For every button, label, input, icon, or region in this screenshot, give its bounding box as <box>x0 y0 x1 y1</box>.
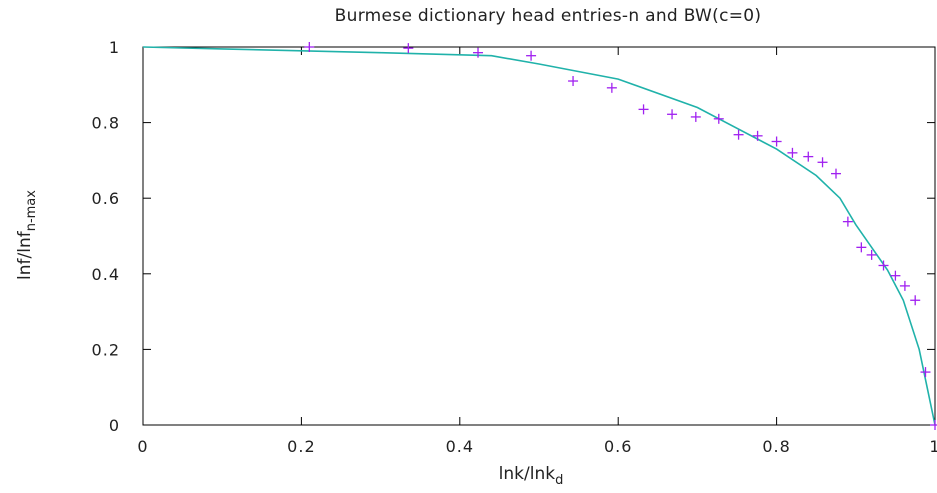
data-point <box>690 111 701 122</box>
x-tick-label: 0.4 <box>446 437 474 456</box>
x-axis-label-subscript: d <box>555 473 563 488</box>
data-point <box>866 249 877 260</box>
data-point <box>787 147 798 158</box>
x-tick-label: 1 <box>929 437 937 456</box>
data-point <box>606 82 617 93</box>
y-tick-label: 1 <box>109 38 120 57</box>
y-tick-label: 0.8 <box>92 114 120 133</box>
data-point <box>473 47 484 58</box>
y-axis-label-subscript: n-max <box>24 190 39 232</box>
y-tick-label: 0.6 <box>92 189 120 208</box>
data-point <box>638 104 649 115</box>
data-point <box>890 270 901 281</box>
data-point <box>667 109 678 120</box>
x-axis-label-main: lnk/lnk <box>499 464 556 484</box>
x-axis-ticks: 0 0.2 0.4 0.6 0.8 1 <box>137 47 937 456</box>
x-tick-label: 0.2 <box>287 437 315 456</box>
x-axis-label: lnk/lnkd <box>499 464 564 488</box>
data-point <box>713 113 724 124</box>
fit-curve-line <box>142 46 936 426</box>
plot-area <box>142 46 936 426</box>
data-point <box>910 295 921 306</box>
data-point <box>899 280 910 291</box>
data-point <box>304 42 315 52</box>
data-point <box>568 76 579 87</box>
x-tick-label: 0.6 <box>604 437 632 456</box>
data-point <box>842 216 853 227</box>
data-point <box>752 130 763 141</box>
chart-title: Burmese dictionary head entries-n and BW… <box>335 6 762 26</box>
fit-curve-series <box>142 46 936 426</box>
x-tick-label: 0 <box>137 437 148 456</box>
data-point <box>878 260 889 271</box>
y-axis-ticks: 0 0.2 0.4 0.6 0.8 1 <box>92 38 935 435</box>
y-tick-label: 0 <box>109 416 120 435</box>
y-tick-label: 0.2 <box>92 340 120 359</box>
data-point <box>803 151 814 162</box>
data-point <box>920 367 931 378</box>
data-point <box>733 129 744 140</box>
y-axis-label: lnf/lnfn-max <box>15 190 39 280</box>
data-point <box>817 157 828 168</box>
data-point <box>403 43 414 54</box>
data-point <box>856 242 867 253</box>
y-tick-label: 0.4 <box>92 265 120 284</box>
data-point <box>930 420 937 430</box>
x-tick-label: 0.8 <box>762 437 790 456</box>
data-points-series <box>304 42 937 430</box>
data-point <box>771 136 782 147</box>
plot-border <box>142 46 936 426</box>
data-point <box>526 50 537 61</box>
y-axis-label-main: lnf/lnf <box>15 230 35 280</box>
data-point <box>831 168 841 179</box>
